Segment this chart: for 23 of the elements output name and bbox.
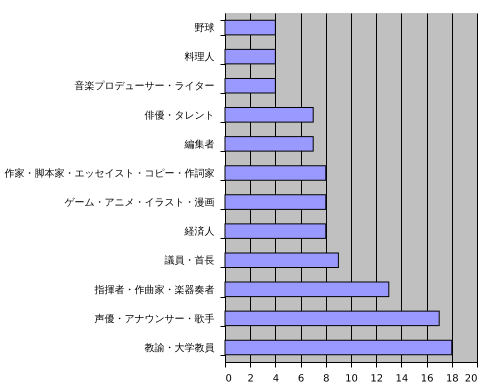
x-tick-label: 10 xyxy=(345,374,358,384)
x-tick-label: 8 xyxy=(323,374,330,384)
x-tick-label: 4 xyxy=(272,374,280,384)
y-tick-label: 声優・アナウンサー・歌手 xyxy=(94,312,214,325)
x-tick-label: 16 xyxy=(420,374,434,384)
y-tick-label: 作家・脚本家・エッセイスト・コピー・作詞家 xyxy=(4,167,214,180)
y-tick-label: 議員・首長 xyxy=(164,254,214,267)
x-tick-label: 0 xyxy=(226,374,232,384)
y-tick-label: 教諭・大学教員 xyxy=(144,342,214,354)
y-tick-label: ゲーム・アニメ・イラスト・漫画 xyxy=(64,196,214,209)
x-tick-label: 14 xyxy=(396,374,408,384)
y-tick-label: 経済人 xyxy=(184,226,214,238)
x-tick-label: 2 xyxy=(248,374,254,384)
x-tick-label: 6 xyxy=(298,374,304,384)
y-tick-label: 指揮者・作曲家・楽器奏者 xyxy=(94,284,214,296)
y-tick-label: 編集者 xyxy=(184,138,214,150)
y-tick-label: 音楽プロデューサー・ライター xyxy=(74,80,214,92)
y-tick-label: 俳優・タレント xyxy=(144,109,214,122)
x-tick-label: 12 xyxy=(370,374,384,384)
x-tick-label: 18 xyxy=(446,374,459,384)
x-tick-label: 20 xyxy=(464,374,478,384)
y-tick-label: 野球 xyxy=(194,22,214,34)
y-tick-label: 料理人 xyxy=(184,51,214,64)
